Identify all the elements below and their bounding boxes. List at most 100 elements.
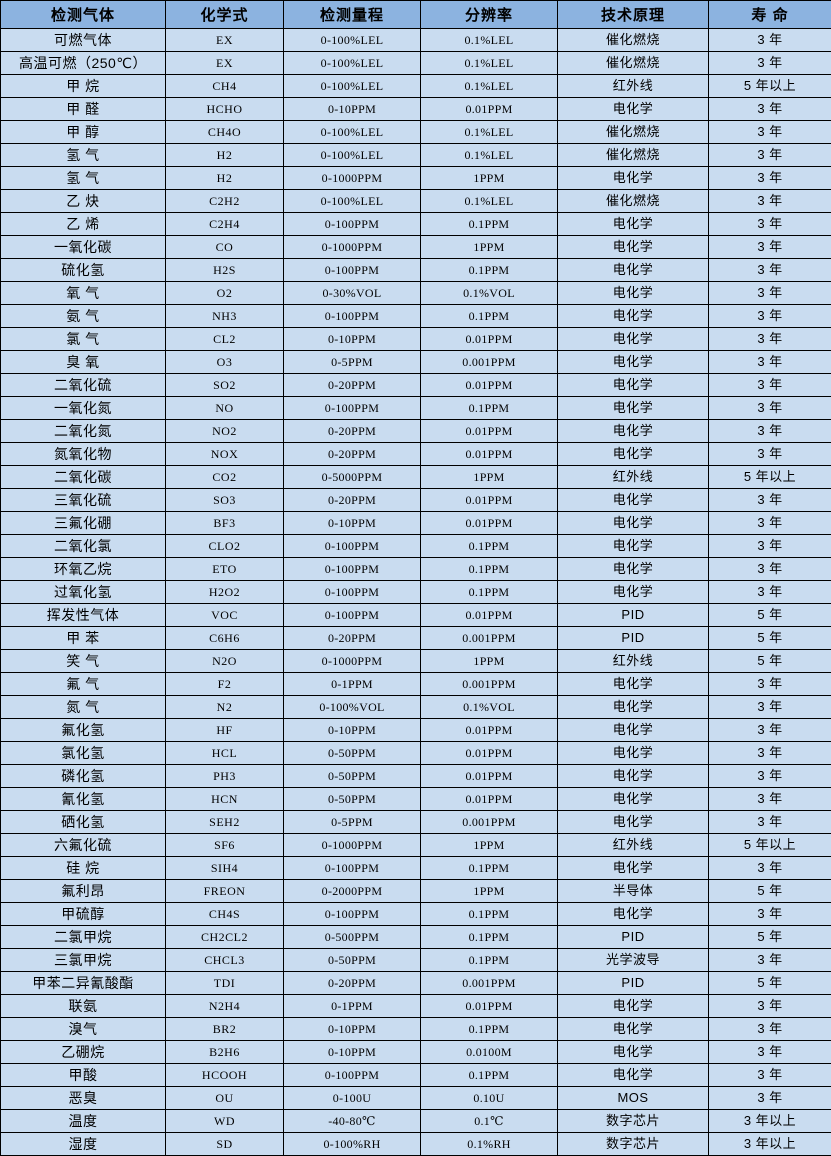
cell-range: 0-20PPM xyxy=(284,420,421,443)
cell-range: 0-100%VOL xyxy=(284,696,421,719)
cell-form: H2S xyxy=(166,259,284,282)
cell-gas: 挥发性气体 xyxy=(1,604,166,627)
column-header-lifetime: 寿 命 xyxy=(709,1,831,29)
cell-life: 3 年 xyxy=(709,696,831,719)
cell-form: BR2 xyxy=(166,1018,284,1041)
cell-gas: 甲苯二异氰酸酯 xyxy=(1,972,166,995)
cell-res: 0.1%VOL xyxy=(421,282,558,305)
cell-life: 3 年 xyxy=(709,420,831,443)
cell-range: 0-100PPM xyxy=(284,305,421,328)
cell-range: 0-1000PPM xyxy=(284,834,421,857)
cell-form: EX xyxy=(166,29,284,52)
cell-range: 0-100U xyxy=(284,1087,421,1110)
cell-form: SO3 xyxy=(166,489,284,512)
cell-life: 3 年 xyxy=(709,1018,831,1041)
cell-range: 0-100%LEL xyxy=(284,121,421,144)
cell-res: 0.1%VOL xyxy=(421,696,558,719)
cell-gas: 氢 气 xyxy=(1,167,166,190)
cell-form: EX xyxy=(166,52,284,75)
cell-form: C6H6 xyxy=(166,627,284,650)
cell-form: CHCL3 xyxy=(166,949,284,972)
cell-gas: 恶臭 xyxy=(1,1087,166,1110)
cell-gas: 高温可燃（250℃） xyxy=(1,52,166,75)
cell-life: 3 年以上 xyxy=(709,1110,831,1133)
cell-range: 0-10PPM xyxy=(284,1041,421,1064)
cell-tech: 数字芯片 xyxy=(558,1133,709,1156)
cell-tech: 电化学 xyxy=(558,558,709,581)
cell-tech: 电化学 xyxy=(558,489,709,512)
cell-res: 0.1PPM xyxy=(421,903,558,926)
cell-gas: 联氨 xyxy=(1,995,166,1018)
cell-range: 0-50PPM xyxy=(284,742,421,765)
cell-life: 3 年 xyxy=(709,98,831,121)
cell-form: O3 xyxy=(166,351,284,374)
cell-life: 3 年 xyxy=(709,995,831,1018)
cell-life: 3 年 xyxy=(709,535,831,558)
cell-tech: 光学波导 xyxy=(558,949,709,972)
cell-tech: PID xyxy=(558,604,709,627)
cell-life: 3 年 xyxy=(709,581,831,604)
cell-res: 0.1PPM xyxy=(421,535,558,558)
cell-gas: 氯 气 xyxy=(1,328,166,351)
cell-gas: 二氧化氯 xyxy=(1,535,166,558)
cell-tech: 红外线 xyxy=(558,466,709,489)
cell-form: SO2 xyxy=(166,374,284,397)
cell-range: 0-10PPM xyxy=(284,512,421,535)
cell-form: HCN xyxy=(166,788,284,811)
cell-gas: 氢 气 xyxy=(1,144,166,167)
cell-form: C2H4 xyxy=(166,213,284,236)
cell-res: 1PPM xyxy=(421,466,558,489)
cell-gas: 氟利昂 xyxy=(1,880,166,903)
cell-tech: 电化学 xyxy=(558,420,709,443)
cell-range: 0-100PPM xyxy=(284,259,421,282)
cell-gas: 溴气 xyxy=(1,1018,166,1041)
cell-res: 0.1%RH xyxy=(421,1133,558,1156)
cell-range: 0-50PPM xyxy=(284,788,421,811)
cell-form: SEH2 xyxy=(166,811,284,834)
cell-tech: 电化学 xyxy=(558,535,709,558)
cell-res: 0.01PPM xyxy=(421,765,558,788)
cell-form: SD xyxy=(166,1133,284,1156)
cell-gas: 甲 苯 xyxy=(1,627,166,650)
cell-form: VOC xyxy=(166,604,284,627)
cell-gas: 硒化氢 xyxy=(1,811,166,834)
cell-form: NOX xyxy=(166,443,284,466)
cell-tech: 电化学 xyxy=(558,305,709,328)
cell-tech: PID xyxy=(558,926,709,949)
cell-form: TDI xyxy=(166,972,284,995)
cell-gas: 磷化氢 xyxy=(1,765,166,788)
cell-tech: 电化学 xyxy=(558,719,709,742)
cell-range: 0-5PPM xyxy=(284,351,421,374)
cell-res: 1PPM xyxy=(421,650,558,673)
cell-gas: 乙 烯 xyxy=(1,213,166,236)
cell-gas: 二氧化碳 xyxy=(1,466,166,489)
cell-res: 1PPM xyxy=(421,236,558,259)
cell-range: 0-1PPM xyxy=(284,995,421,1018)
cell-range: 0-50PPM xyxy=(284,949,421,972)
cell-range: 0-100%LEL xyxy=(284,29,421,52)
cell-res: 0.1PPM xyxy=(421,1064,558,1087)
cell-form: SIH4 xyxy=(166,857,284,880)
cell-range: 0-100PPM xyxy=(284,903,421,926)
cell-res: 0.1%LEL xyxy=(421,29,558,52)
cell-res: 0.001PPM xyxy=(421,811,558,834)
cell-res: 0.01PPM xyxy=(421,512,558,535)
cell-range: 0-10PPM xyxy=(284,328,421,351)
cell-life: 3 年 xyxy=(709,811,831,834)
cell-life: 5 年以上 xyxy=(709,466,831,489)
cell-range: -40-80℃ xyxy=(284,1110,421,1133)
cell-range: 0-100%RH xyxy=(284,1133,421,1156)
cell-range: 0-10PPM xyxy=(284,719,421,742)
